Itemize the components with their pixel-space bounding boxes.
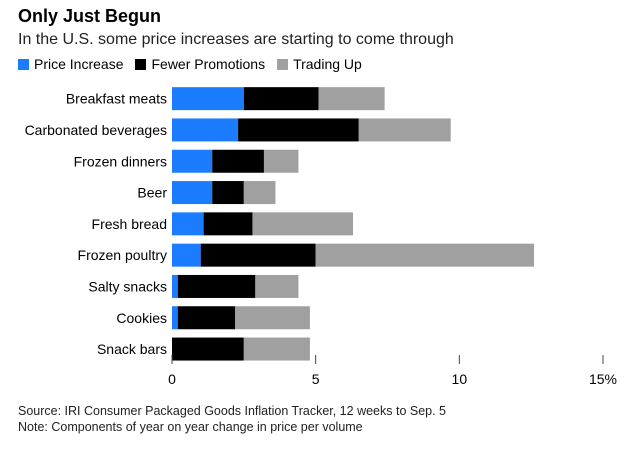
category-label-breakfast-meats: Breakfast meats	[66, 91, 167, 107]
bar-beer-price-increase	[172, 181, 213, 205]
bar-frozen-dinners-price-increase	[172, 149, 213, 173]
category-label-cookies: Cookies	[116, 310, 167, 326]
bar-salty-snacks-trading-up	[255, 274, 299, 298]
bar-frozen-poultry-fewer-promotions	[200, 243, 316, 267]
category-label-salty-snacks: Salty snacks	[88, 278, 167, 294]
legend-item-trading-up: Trading Up	[277, 56, 362, 72]
bar-frozen-dinners-trading-up	[263, 149, 299, 173]
bar-snack-bars-fewer-promotions	[172, 337, 244, 361]
x-tick-label-0: 0	[168, 371, 176, 387]
bar-carbonated-beverages-price-increase	[172, 118, 239, 142]
bar-breakfast-meats-price-increase	[172, 87, 244, 111]
bar-fresh-bread-fewer-promotions	[203, 212, 253, 236]
bar-carbonated-beverages-fewer-promotions	[238, 118, 359, 142]
bar-cookies-fewer-promotions	[177, 306, 236, 330]
x-tick-label-5: 5	[312, 371, 320, 387]
chart-subtitle: In the U.S. some price increases are sta…	[18, 31, 454, 48]
bar-frozen-dinners-fewer-promotions	[212, 149, 264, 173]
bar-snack-bars-trading-up	[243, 337, 310, 361]
category-label-carbonated-beverages: Carbonated beverages	[25, 122, 167, 138]
x-tick-label-15: 15%	[589, 371, 617, 387]
category-label-beer: Beer	[137, 185, 167, 201]
bar-cookies-trading-up	[235, 306, 310, 330]
bar-fresh-bread-price-increase	[172, 212, 204, 236]
x-tick-label-10: 10	[452, 371, 468, 387]
bar-salty-snacks-fewer-promotions	[177, 274, 256, 298]
bar-carbonated-beverages-trading-up	[358, 118, 451, 142]
bar-frozen-poultry-trading-up	[315, 243, 535, 267]
legend-label-fewer-promotions: Fewer Promotions	[151, 56, 266, 72]
legend-swatch-price-increase	[18, 58, 29, 70]
legend-swatch-fewer-promotions	[135, 58, 147, 70]
chart-legend: Price Increase Fewer Promotions Trading …	[18, 56, 374, 72]
category-label-fresh-bread: Fresh bread	[92, 216, 167, 232]
legend-item-price-increase: Price Increase	[18, 56, 123, 72]
category-label-frozen-poultry: Frozen poultry	[78, 247, 167, 263]
legend-label-price-increase: Price Increase	[34, 56, 124, 72]
source-note: Source: IRI Consumer Packaged Goods Infl…	[18, 404, 447, 418]
bar-breakfast-meats-trading-up	[318, 87, 385, 111]
legend-swatch-trading-up	[277, 58, 289, 70]
bar-breakfast-meats-fewer-promotions	[243, 87, 319, 111]
bar-beer-fewer-promotions	[212, 181, 244, 205]
bar-cookies-price-increase	[172, 306, 178, 330]
category-label-frozen-dinners: Frozen dinners	[74, 153, 167, 169]
chart-title: Only Just Begun	[18, 6, 162, 26]
bar-beer-trading-up	[243, 181, 276, 205]
bar-salty-snacks-price-increase	[172, 274, 178, 298]
legend-item-fewer-promotions: Fewer Promotions	[135, 56, 265, 72]
category-label-snack-bars: Snack bars	[97, 341, 167, 357]
footnote: Note: Components of year on year change …	[18, 420, 363, 434]
bar-frozen-poultry-price-increase	[172, 243, 201, 267]
legend-label-trading-up: Trading Up	[293, 56, 362, 72]
bar-fresh-bread-trading-up	[252, 212, 354, 236]
